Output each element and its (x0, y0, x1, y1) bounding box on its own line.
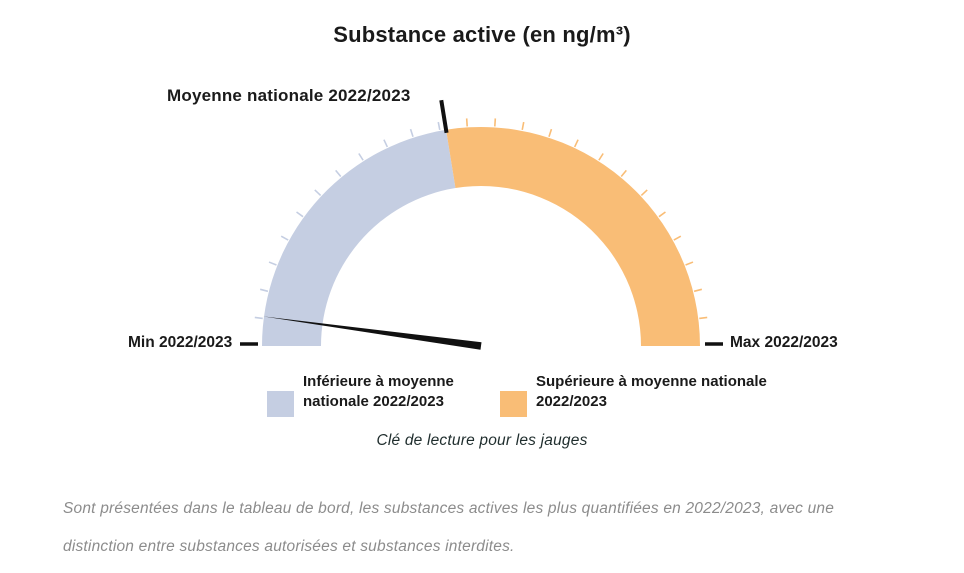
gauge-tick (465, 118, 468, 127)
gauge-tick (358, 153, 364, 161)
gauge-tick (658, 211, 666, 218)
gauge-tick (409, 128, 414, 138)
gauge-tick (640, 189, 648, 196)
gauge-tick (699, 316, 708, 320)
gauge-segment-1 (446, 127, 700, 347)
footnote-line-2: distinction entre substances autorisées … (63, 538, 515, 555)
gauge-tick (259, 288, 269, 293)
threshold-marker (439, 99, 449, 134)
gauge-tick (521, 121, 525, 131)
gauge-tick (383, 139, 389, 148)
chart-title: Substance active (en ng/m³) (333, 22, 631, 47)
max-label: Max 2022/2023 (730, 334, 838, 351)
gauge-tick (335, 169, 342, 177)
gauge-tick (548, 128, 553, 138)
gauge-segment-0 (262, 129, 456, 346)
gauge-needle (263, 316, 482, 350)
legend-caption: Clé de lecture pour les jauges (376, 432, 588, 449)
footnote-line-1: Sont présentées dans le tableau de bord,… (63, 500, 835, 517)
legend-swatch-below-average (267, 391, 294, 417)
min-label: Min 2022/2023 (128, 334, 233, 351)
gauge-tick (280, 235, 289, 241)
gauge-tick (573, 139, 579, 148)
gauge-tick (296, 211, 304, 218)
gauge-tick (314, 189, 322, 196)
gauge-tick (693, 288, 703, 293)
gauge-tick (494, 118, 497, 127)
gauge-tick (685, 261, 694, 266)
gauge-tick (673, 235, 682, 241)
footnote: Sont présentées dans le tableau de bord,… (63, 490, 933, 566)
gauge-tick (254, 316, 263, 320)
threshold-label: Moyenne nationale 2022/2023 (167, 86, 411, 105)
legend-swatch-above-average (500, 391, 527, 417)
legend-label-above-average: Supérieure à moyenne nationale 2022/2023 (536, 373, 767, 410)
gauge-tick (268, 261, 277, 266)
gauge-tick (437, 121, 441, 131)
legend-label-below-average: Inférieure à moyenne nationale 2022/2023 (303, 373, 454, 410)
gauge-tick (598, 153, 604, 161)
gauge-tick (620, 169, 627, 177)
